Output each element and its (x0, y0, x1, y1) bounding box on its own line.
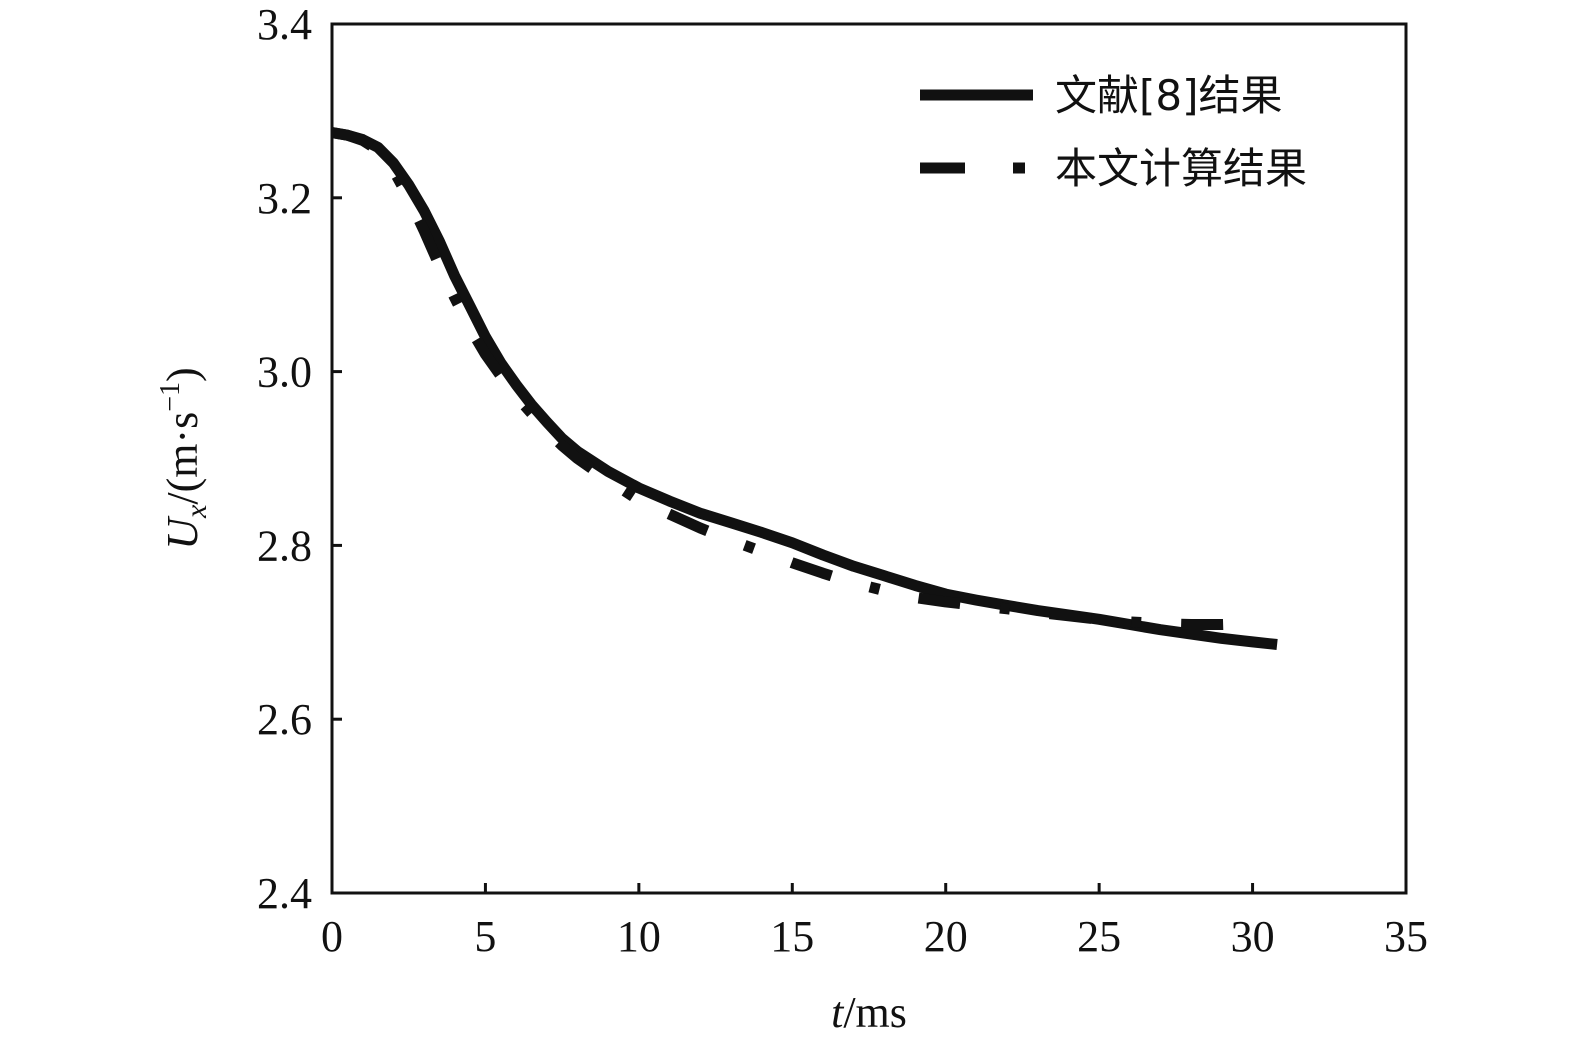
x-tick-label: 20 (924, 912, 968, 961)
x-tick-label: 25 (1077, 912, 1121, 961)
x-axis-title-unit: /ms (843, 988, 907, 1037)
y-tick-label: 2.8 (257, 521, 312, 570)
x-axis-title-var: t (831, 988, 845, 1037)
series-line-computed (331, 127, 1253, 630)
legend-label-literature: 文献[8]结果 (1055, 71, 1283, 120)
x-tick-label: 5 (474, 912, 496, 961)
y-axis-title: Ux/(m·s−1) (155, 367, 213, 549)
y-axis-title-var: U (158, 515, 207, 550)
x-tick-label: 0 (321, 912, 343, 961)
y-axis-title-close: ) (158, 367, 207, 382)
y-tick-label: 2.6 (257, 695, 312, 744)
x-tick-label: 15 (770, 912, 814, 961)
x-tick-label: 35 (1384, 912, 1428, 961)
y-tick-label: 3.0 (257, 348, 312, 397)
x-axis-title: t/ms (831, 988, 907, 1037)
x-tick-label: 10 (617, 912, 661, 961)
y-tick-label: 3.2 (257, 174, 312, 223)
x-tick-label: 30 (1231, 912, 1275, 961)
series-layer (331, 127, 1278, 650)
tick-layer: 0 5 10 15 20 25 30 35 2.4 2.6 2.8 3.0 3.2 3.4 (257, 0, 1428, 961)
y-tick-label: 3.4 (257, 0, 312, 49)
y-tick-label: 2.4 (257, 869, 312, 918)
y-axis-title-sup: −1 (155, 382, 186, 412)
legend: 文献[8]结果 本文计算结果 (920, 71, 1307, 193)
y-axis-title-unit: /(m·s (158, 412, 207, 505)
legend-label-computed: 本文计算结果 (1055, 144, 1307, 193)
plot-frame (330, 22, 1408, 895)
y-axis-title-sub: x (180, 504, 213, 519)
